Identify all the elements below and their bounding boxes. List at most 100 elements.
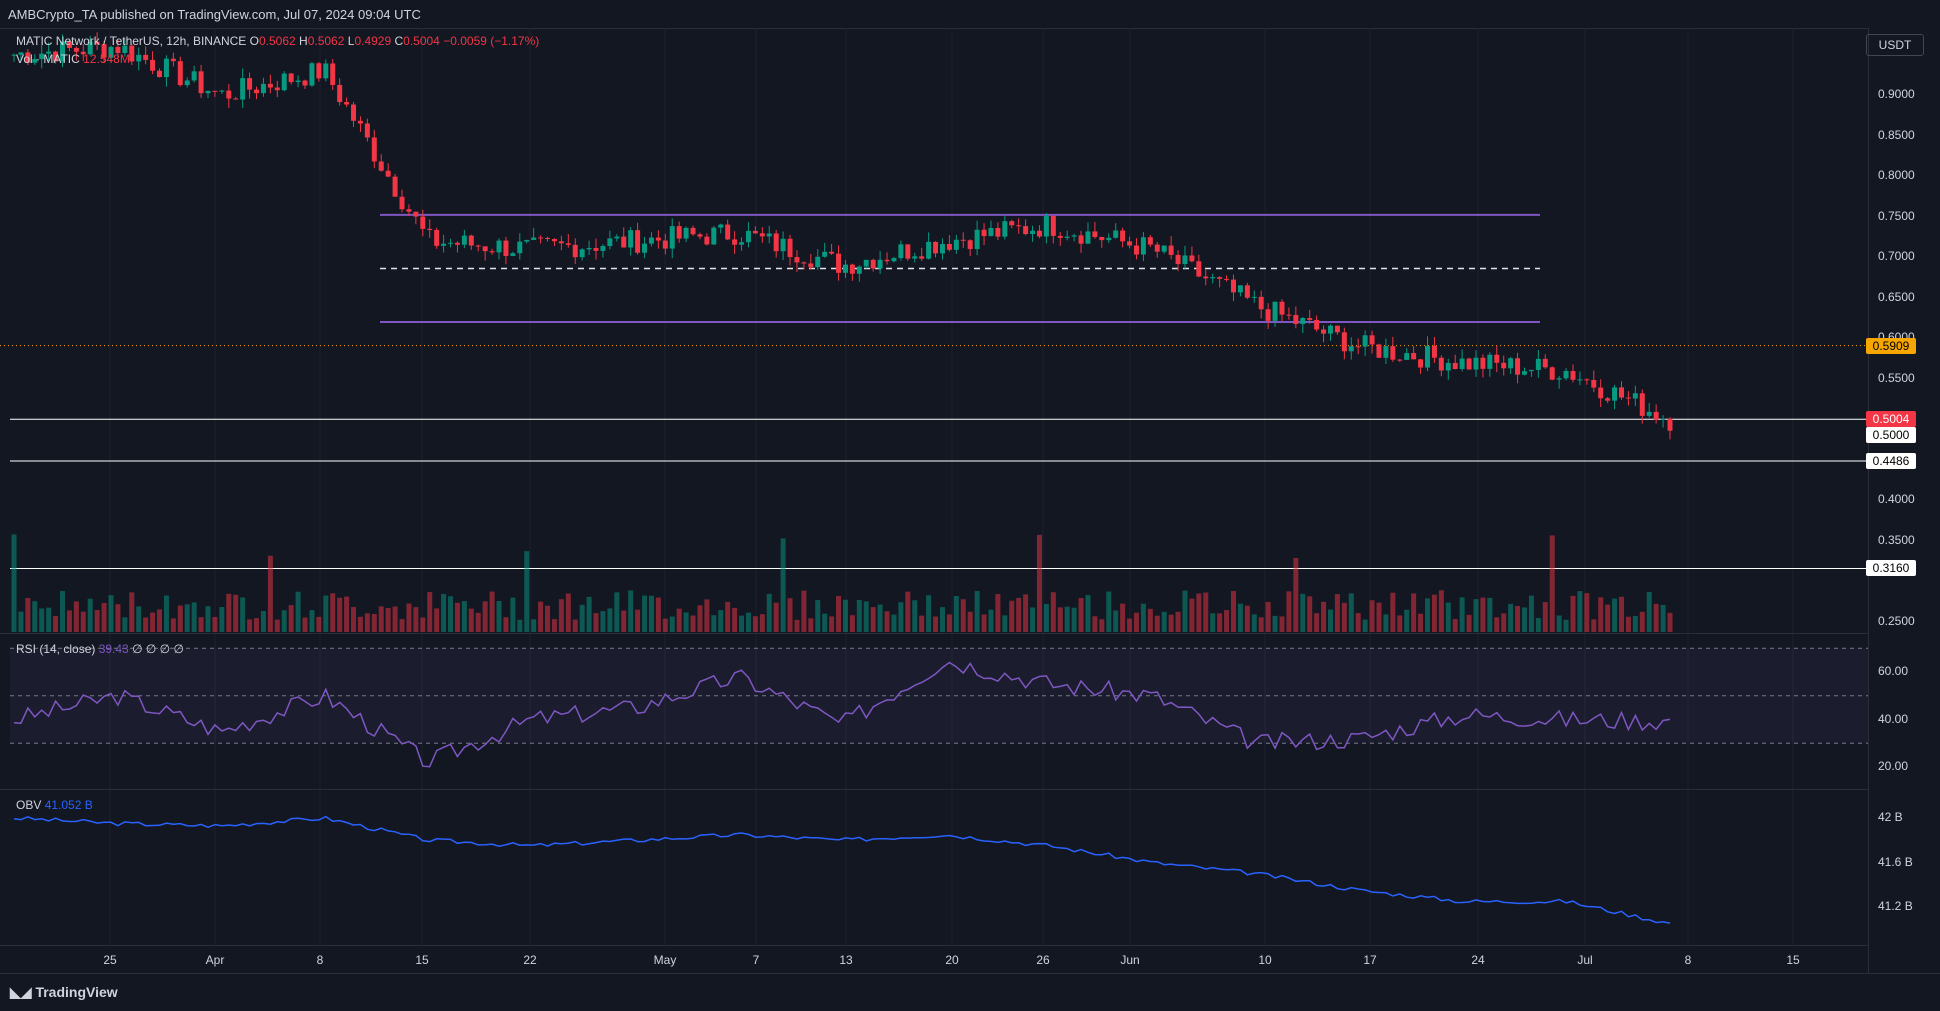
candle-body xyxy=(25,52,31,63)
tradingview-logo[interactable]: ◣◢ TradingView xyxy=(10,984,118,1000)
volume-bar xyxy=(538,601,544,632)
candle-body xyxy=(545,237,551,240)
volume-bar xyxy=(489,591,495,632)
volume-bar xyxy=(1251,614,1257,632)
time-tick-label: 24 xyxy=(1471,953,1485,967)
volume-bar xyxy=(1625,616,1631,632)
volume-bar xyxy=(337,597,343,632)
candle-body xyxy=(1016,225,1022,227)
volume-bar xyxy=(565,593,571,632)
candle-body xyxy=(759,233,765,237)
candle-body xyxy=(1591,379,1597,388)
candle-body xyxy=(988,228,994,237)
volume-bar xyxy=(877,604,883,632)
volume-bar xyxy=(316,616,322,632)
volume-bar xyxy=(1106,591,1112,632)
volume-bar xyxy=(1071,607,1077,632)
volume-bar xyxy=(676,608,682,632)
volume-bar xyxy=(170,618,176,632)
price-axis[interactable] xyxy=(1868,28,1940,973)
volume-bar xyxy=(1009,600,1015,632)
candle-body xyxy=(240,78,246,100)
volume-bar xyxy=(648,595,654,632)
volume-bar xyxy=(1327,609,1333,632)
time-tick-label: 10 xyxy=(1258,953,1272,967)
candle-body xyxy=(66,41,72,48)
candle-body xyxy=(1598,387,1604,399)
volume-bar xyxy=(1418,613,1424,632)
volume-bar xyxy=(1605,604,1611,632)
candle-body xyxy=(1064,236,1070,238)
candle-body xyxy=(11,54,17,56)
candle-body xyxy=(531,237,537,240)
candle-body xyxy=(1618,387,1624,398)
volume-bar xyxy=(378,606,384,632)
volume-bar xyxy=(406,603,412,632)
candle-body xyxy=(635,230,641,253)
candle-body xyxy=(1099,236,1105,241)
currency-button[interactable]: USDT xyxy=(1866,34,1924,56)
volume-bar xyxy=(856,599,862,632)
candle-body xyxy=(1300,318,1306,325)
volume-bar xyxy=(1466,614,1472,632)
candle-body xyxy=(1050,215,1056,236)
candle-body xyxy=(732,239,738,245)
volume-bar xyxy=(468,608,474,632)
candle-body xyxy=(496,240,502,253)
volume-bar xyxy=(198,617,204,632)
candle-body xyxy=(905,244,911,259)
candle-body xyxy=(1473,357,1479,370)
candle-body xyxy=(1224,278,1230,280)
obv-line xyxy=(13,815,1671,924)
volume-bar xyxy=(309,610,315,632)
candle-body xyxy=(1286,314,1292,316)
volume-bar xyxy=(143,617,149,632)
candle-body xyxy=(697,234,703,237)
candle-body xyxy=(136,54,142,62)
volume-bar xyxy=(1459,597,1465,632)
volume-bar xyxy=(1369,600,1375,632)
candle-body xyxy=(773,233,779,252)
candle-body xyxy=(1203,276,1209,279)
volume-bar xyxy=(1196,593,1202,632)
candle-body xyxy=(787,238,793,258)
volume-bar xyxy=(267,555,273,632)
volume-bar xyxy=(725,601,731,632)
volume-bar xyxy=(926,595,932,632)
volume-bar xyxy=(1078,597,1084,632)
candle-body xyxy=(1362,335,1368,347)
volume-bar xyxy=(766,593,772,632)
volume-bar xyxy=(1591,619,1597,632)
volume-bar xyxy=(1016,597,1022,632)
candle-body xyxy=(981,229,987,237)
candle-body xyxy=(558,241,564,244)
volume-bar xyxy=(288,605,294,632)
volume-bar xyxy=(1321,601,1327,632)
time-axis[interactable] xyxy=(0,945,1868,974)
candle-body xyxy=(752,230,758,234)
volume-bar xyxy=(1542,602,1548,632)
candle-body xyxy=(399,196,405,210)
candle-body xyxy=(1355,346,1361,348)
candle-body xyxy=(1521,371,1527,375)
volume-bar xyxy=(697,605,703,632)
candle-body xyxy=(129,45,135,62)
symbol-name[interactable]: MATIC Network / TetherUS, 12h, BINANCE xyxy=(16,34,247,48)
candle-body xyxy=(1106,237,1112,241)
volume-bar xyxy=(66,610,72,632)
candle-body xyxy=(1189,255,1195,262)
pane-separator-rsi[interactable] xyxy=(0,633,1868,634)
candle-body xyxy=(926,241,932,259)
volume-bar xyxy=(1341,602,1347,632)
volume-bar xyxy=(946,614,952,632)
publisher-text: AMBCrypto_TA published on TradingView.co… xyxy=(8,7,421,22)
volume-bar xyxy=(690,615,696,632)
time-tick-label: 8 xyxy=(316,953,324,967)
candle-body xyxy=(725,224,731,240)
price-tick-label: 0.6500 xyxy=(1878,289,1915,304)
volume-bar xyxy=(1133,612,1139,632)
candle-body xyxy=(891,258,897,262)
volume-bar xyxy=(1411,593,1417,632)
pane-separator-obv[interactable] xyxy=(0,789,1868,790)
